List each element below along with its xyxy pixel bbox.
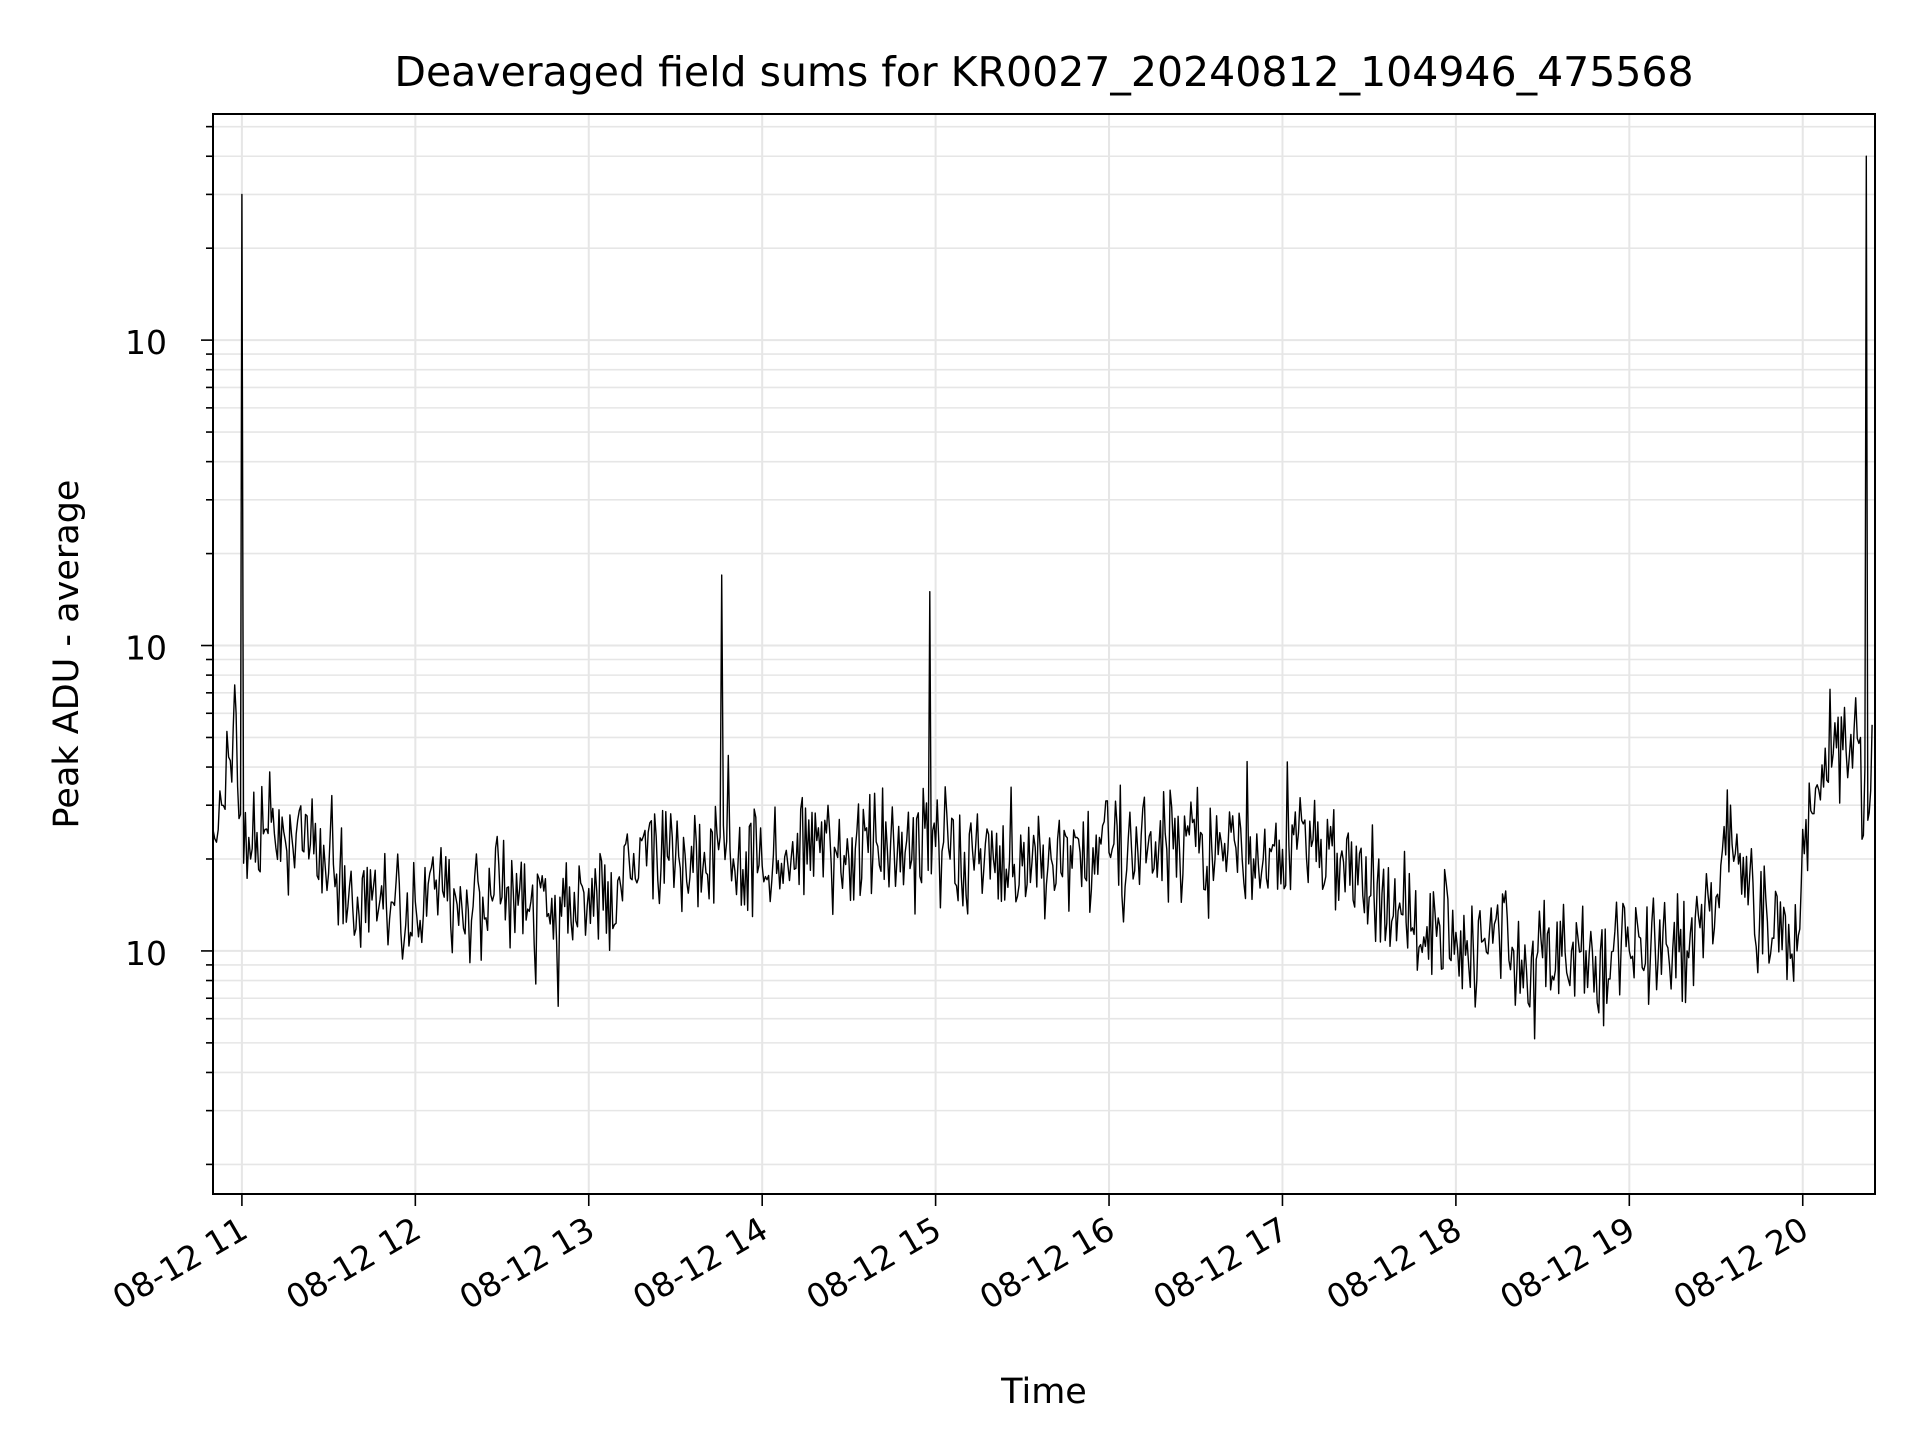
y-tick-label-base: 10 bbox=[125, 629, 167, 668]
y-tick-label-base: 10 bbox=[125, 934, 167, 973]
plot-frame bbox=[212, 113, 1876, 1195]
data-series-line bbox=[212, 155, 1873, 1040]
y-axis-label: Peak ADU - average bbox=[47, 480, 87, 829]
x-axis-label: Time bbox=[1000, 1372, 1087, 1412]
y-tick-label-base: 10 bbox=[125, 323, 167, 362]
x-gridlines bbox=[240, 114, 1804, 1194]
y-tick-label: 10 bbox=[125, 629, 167, 668]
y-tick-label: 10 bbox=[125, 323, 167, 362]
chart-title: Deaveraged field sums for KR0027_2024081… bbox=[394, 48, 1693, 96]
y-gridlines bbox=[213, 125, 1875, 1166]
y-axis-ticks: 105106107 bbox=[125, 125, 213, 1166]
y-tick-label: 10 bbox=[125, 934, 167, 973]
